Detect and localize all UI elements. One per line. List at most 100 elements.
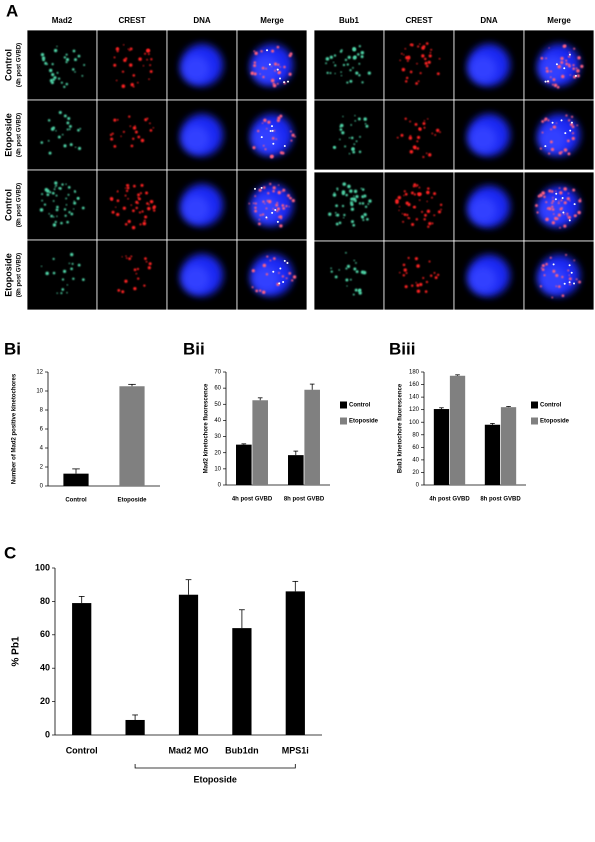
kinetochore-spot — [264, 203, 266, 205]
bar — [125, 719, 145, 735]
kinetochore-spot — [142, 221, 147, 226]
kinetochore-spot — [271, 137, 275, 140]
kinetochore-spot — [283, 65, 286, 69]
kinetochore-spot — [61, 288, 65, 291]
kinetochore-spot — [548, 207, 552, 211]
y-tick-label: 8 — [40, 408, 44, 414]
bar — [178, 594, 199, 735]
kinetochore-spot — [110, 137, 114, 141]
y-tick-label: 0 — [218, 483, 222, 489]
kinetochore-spot — [72, 49, 76, 53]
kinetochore-spot — [543, 195, 546, 199]
merge-spot — [279, 267, 282, 270]
kinetochore-spot — [573, 47, 576, 50]
kinetochore-spot — [123, 44, 125, 46]
kinetochore-spot — [113, 63, 117, 67]
column-header: CREST — [118, 16, 145, 25]
kinetochore-spot — [135, 272, 138, 275]
x-tick-label: Etoposide — [117, 498, 147, 504]
kinetochore-spot — [417, 45, 420, 48]
row-sublabel: (4h post GVBD) — [17, 113, 23, 157]
kinetochore-spot — [355, 262, 357, 264]
kinetochore-spot — [352, 67, 354, 69]
kinetochore-spot — [362, 219, 365, 222]
kinetochore-spot — [133, 184, 136, 188]
merge-spot — [552, 263, 555, 266]
kinetochore-spot — [270, 78, 275, 83]
kinetochore-spot — [339, 128, 343, 131]
merge-spot — [568, 219, 571, 222]
kinetochore-spot — [137, 277, 140, 280]
kinetochore-spot — [555, 190, 557, 192]
kinetochore-spot — [134, 125, 136, 127]
kinetochore-spot — [558, 187, 561, 190]
kinetochore-spot — [113, 144, 117, 148]
kinetochore-spot — [358, 74, 361, 77]
kinetochore-spot — [143, 284, 146, 287]
kinetochore-spot — [399, 59, 401, 62]
kinetochore-spot — [125, 257, 128, 259]
kinetochore-spot — [404, 47, 407, 50]
kinetochore-spot — [406, 59, 409, 62]
kinetochore-spot — [355, 140, 358, 143]
kinetochore-spot — [575, 67, 578, 70]
kinetochore-spot — [263, 118, 267, 122]
kinetochore-spot — [130, 204, 133, 206]
kinetochore-spot — [429, 51, 432, 54]
kinetochore-spot — [340, 74, 343, 77]
kinetochore-spot — [274, 62, 278, 66]
y-tick-label: 50 — [214, 402, 221, 408]
kinetochore-spot — [60, 221, 63, 225]
kinetochore-spot — [262, 200, 265, 203]
kinetochore-spot — [131, 225, 136, 230]
kinetochore-spot — [401, 213, 404, 215]
kinetochore-spot — [364, 122, 367, 125]
kinetochore-spot — [367, 203, 370, 205]
kinetochore-spot — [360, 55, 364, 59]
kinetochore-spot — [74, 146, 77, 148]
kinetochore-spot — [140, 138, 145, 143]
kinetochore-spot — [145, 191, 148, 195]
kinetochore-spot — [397, 195, 402, 200]
kinetochore-spot — [278, 71, 281, 74]
kinetochore-spot — [561, 294, 565, 298]
merge-spot — [286, 262, 289, 265]
kinetochore-spot — [282, 206, 286, 210]
kinetochore-spot — [409, 150, 414, 154]
kinetochore-spot — [428, 153, 432, 157]
kinetochore-spot — [346, 264, 351, 268]
kinetochore-spot — [288, 72, 292, 76]
kinetochore-spot — [358, 202, 362, 205]
kinetochore-spot — [279, 66, 281, 68]
kinetochore-spot — [407, 203, 411, 207]
kinetochore-spot — [422, 45, 426, 48]
kinetochore-spot — [72, 277, 75, 280]
merge-spot — [569, 129, 572, 132]
kinetochore-spot — [254, 202, 257, 205]
kinetochore-spot — [135, 206, 138, 210]
kinetochore-spot — [55, 184, 58, 187]
kinetochore-spot — [272, 189, 275, 193]
kinetochore-spot — [66, 121, 70, 125]
bar — [500, 407, 517, 485]
kinetochore-spot — [292, 275, 297, 279]
kinetochore-spot — [568, 277, 572, 281]
kinetochore-spot — [552, 78, 556, 82]
kinetochore-spot — [148, 78, 150, 80]
kinetochore-spot — [398, 209, 400, 211]
kinetochore-spot — [547, 119, 550, 122]
kinetochore-spot — [125, 255, 127, 257]
kinetochore-spot — [423, 218, 426, 221]
kinetochore-spot — [41, 56, 46, 60]
kinetochore-spot — [149, 199, 154, 204]
kinetochore-spot — [540, 56, 544, 60]
kinetochore-spot — [121, 256, 123, 258]
kinetochore-spot — [71, 68, 75, 71]
kinetochore-spot — [402, 220, 405, 223]
kinetochore-spot — [47, 119, 51, 122]
kinetochore-spot — [418, 199, 421, 201]
kinetochore-spot — [109, 133, 113, 136]
y-tick-label: 12 — [36, 370, 43, 376]
kinetochore-spot — [399, 271, 401, 274]
kinetochore-spot — [276, 202, 279, 204]
